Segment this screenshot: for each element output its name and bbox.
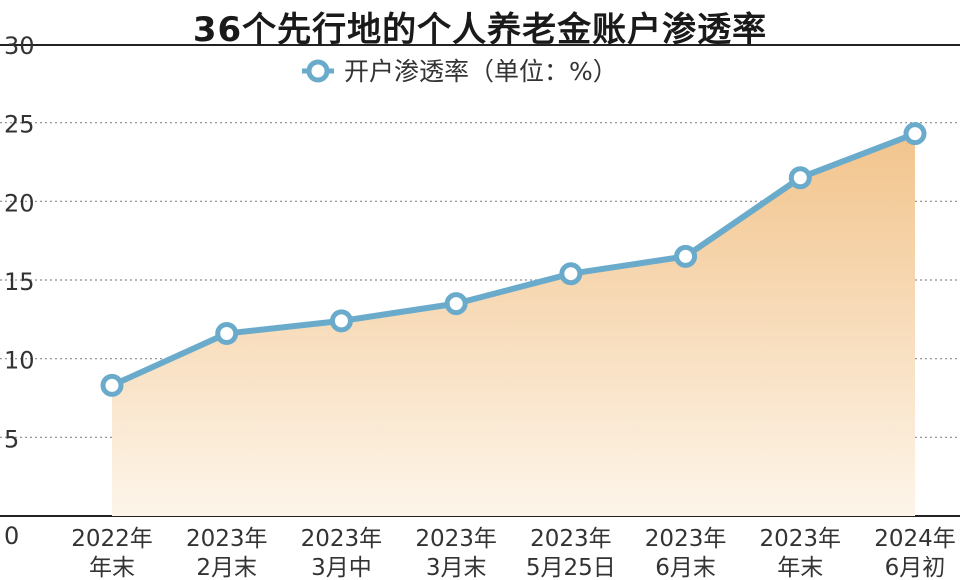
y-tick-label: 15 — [4, 268, 35, 296]
title-rule — [0, 44, 960, 46]
y-tick-label: 30 — [4, 32, 35, 60]
y-tick-label: 20 — [4, 189, 35, 217]
data-point — [788, 166, 812, 190]
data-point — [674, 244, 698, 268]
x-tick-label: 2023年 3月末 — [415, 526, 497, 580]
area-fill — [112, 133, 915, 516]
point-layer — [100, 122, 927, 397]
line-layer — [109, 130, 918, 389]
x-axis-ticks: 2022年年末 2023年 2月末 2023年 3月中 2023年 3月末 2023年 5月25… — [71, 526, 956, 580]
data-point — [903, 122, 927, 146]
x-tick-label: 2022年年末 — [71, 526, 153, 580]
y-tick-label: 10 — [4, 347, 35, 375]
data-point — [215, 321, 239, 345]
y-axis-ticks: 0 5 10 15 20 25 30 — [4, 32, 35, 550]
x-tick-label: 2023年 2月末 — [186, 526, 268, 580]
chart-title: 36个先行地的个人养老金账户渗透率 — [192, 10, 768, 50]
series-line — [109, 130, 918, 389]
x-tick-label: 2023年 6月末 — [645, 526, 727, 580]
y-tick-label: 25 — [4, 111, 35, 139]
area-layer — [112, 133, 915, 516]
x-tick-label: 2023年 5月25日 — [526, 526, 616, 580]
y-tick-label: 0 — [4, 522, 19, 550]
data-point — [444, 292, 468, 316]
legend-label: 开户渗透率（单位：%） — [344, 57, 618, 86]
legend: 开户渗透率（单位：%） — [302, 57, 618, 86]
data-point — [329, 309, 353, 333]
data-point — [100, 373, 124, 397]
data-point — [559, 262, 583, 286]
x-tick-label: 2024年 6月初 — [874, 526, 956, 580]
x-tick-label: 2023年年末 — [760, 526, 842, 580]
y-tick-label: 5 — [4, 425, 19, 453]
legend-marker — [306, 59, 330, 83]
x-tick-label: 2023年 3月中 — [301, 526, 383, 580]
